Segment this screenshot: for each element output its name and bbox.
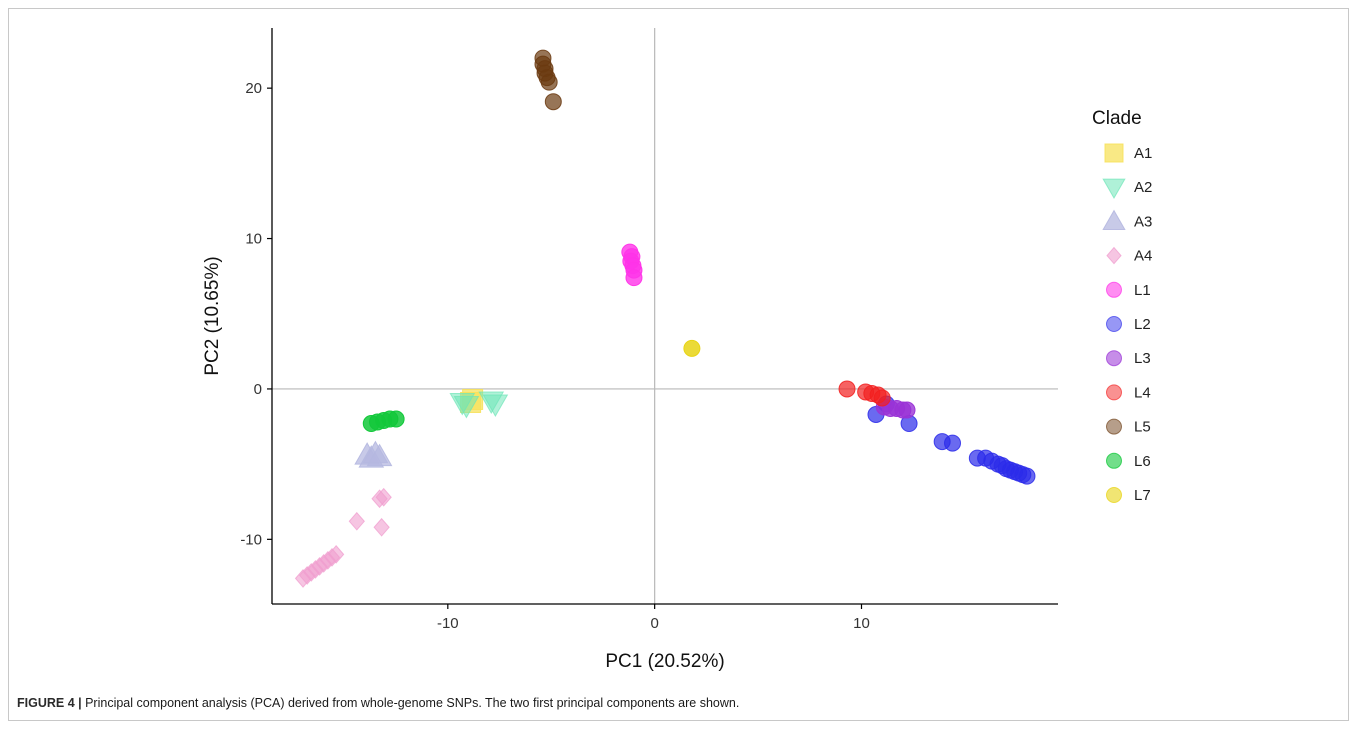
x-axis-title: PC1 (20.52%)	[605, 651, 724, 672]
legend-item-l6: L6	[1106, 452, 1151, 470]
legend-key	[1106, 246, 1122, 265]
legend-label: L1	[1134, 282, 1151, 299]
x-tick-label: -10	[437, 615, 459, 632]
figure-frame	[8, 8, 1349, 721]
legend-label: L3	[1134, 350, 1151, 367]
series-l7	[683, 339, 701, 357]
x-tick-label: 0	[650, 615, 658, 632]
series-l1	[621, 243, 643, 287]
legend-key	[1106, 384, 1122, 401]
legend-key	[1106, 281, 1122, 298]
legend-item-l2: L2	[1106, 316, 1151, 333]
legend-key	[1102, 209, 1126, 230]
y-tick-label: 10	[245, 231, 262, 248]
data-point	[366, 443, 393, 467]
legend-label: A4	[1134, 248, 1152, 265]
legend-key	[1106, 350, 1122, 367]
legend-title: Clade	[1092, 108, 1142, 129]
data-point	[375, 487, 392, 507]
caption-text: Principal component analysis (PCA) deriv…	[81, 696, 740, 710]
legend-label: A3	[1134, 213, 1152, 230]
legend-key	[1104, 143, 1124, 163]
legend: Clade A1 A2 A3 A4 L1 L2 L3 L4 L5 L6 L7	[1092, 108, 1152, 504]
legend-key	[1106, 452, 1122, 469]
y-tick-label: -10	[240, 531, 262, 548]
data-point	[544, 93, 562, 111]
figure-caption: FIGURE 4 | Principal component analysis …	[17, 696, 739, 710]
data-point	[1018, 467, 1036, 485]
y-tick-label: 0	[254, 381, 262, 398]
data-point	[838, 380, 856, 398]
series-a4	[294, 487, 392, 588]
data-point	[348, 511, 365, 531]
legend-item-l4: L4	[1106, 384, 1151, 401]
legend-label: L7	[1134, 487, 1151, 504]
legend-label: L4	[1134, 384, 1151, 401]
legend-label: A2	[1134, 179, 1152, 196]
legend-key	[1106, 316, 1122, 332]
x-tick-label: 10	[853, 615, 870, 632]
y-tick-label: 20	[245, 80, 262, 97]
legend-item-a3: A3	[1102, 209, 1152, 230]
series-l5	[534, 49, 562, 111]
legend-item-a1: A1	[1104, 143, 1152, 163]
legend-item-l7: L7	[1106, 487, 1151, 504]
series-l2	[867, 395, 1036, 485]
data-point	[898, 401, 916, 419]
series-l6	[362, 410, 405, 433]
zero-lines	[272, 28, 1058, 604]
data-point	[373, 517, 390, 537]
data-points	[294, 49, 1036, 588]
legend-item-l5: L5	[1106, 418, 1151, 436]
data-point	[944, 434, 962, 452]
legend-key	[1106, 418, 1122, 435]
data-point	[387, 410, 405, 428]
data-point	[683, 339, 701, 357]
legend-item-a2: A2	[1102, 178, 1152, 200]
legend-label: L6	[1134, 453, 1151, 470]
legend-key	[1106, 487, 1122, 503]
data-point	[873, 389, 891, 407]
caption-label: FIGURE 4 |	[17, 696, 82, 710]
series-a3	[354, 440, 393, 468]
data-point	[482, 394, 509, 417]
y-axis-title: PC2 (10.65%)	[202, 256, 223, 375]
legend-item-l3: L3	[1106, 350, 1151, 367]
legend-label: L2	[1134, 316, 1151, 333]
legend-label: A1	[1134, 145, 1152, 162]
series-l3	[875, 398, 916, 419]
data-point	[327, 544, 345, 564]
data-point	[625, 269, 643, 287]
data-point	[540, 73, 558, 91]
legend-item-l1: L1	[1106, 281, 1151, 299]
legend-key	[1102, 178, 1126, 200]
series-l4	[838, 380, 891, 407]
axes: -10 0 10 -10 0 10 20 PC1 (20.52%) PC2 (10.65%)	[202, 28, 1058, 672]
data-point	[453, 395, 480, 419]
legend-item-a4: A4	[1106, 246, 1152, 265]
legend-label: L5	[1134, 419, 1151, 436]
series-a2	[449, 391, 509, 419]
